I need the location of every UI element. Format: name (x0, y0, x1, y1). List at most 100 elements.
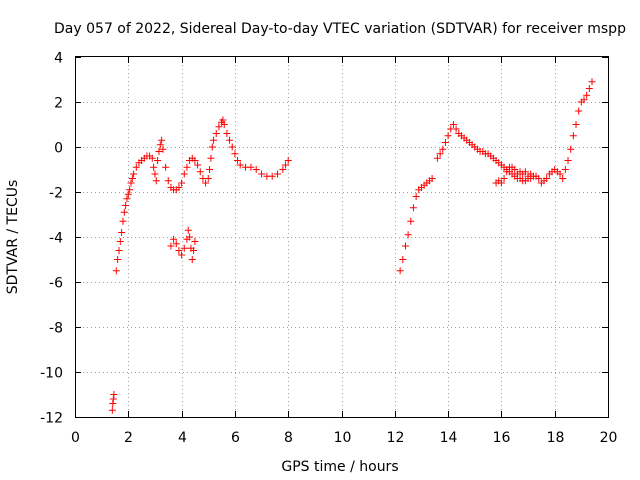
data-point-marker (274, 170, 282, 178)
plot-frame (75, 56, 609, 418)
data-point-marker (556, 170, 564, 178)
y-tick-label: -12 (40, 411, 63, 427)
data-point-marker (279, 166, 287, 173)
x-tick-label: 2 (124, 430, 133, 446)
data-point-marker (535, 175, 543, 182)
data-point-marker (132, 163, 140, 171)
data-point-marker (155, 148, 163, 155)
data-point-marker (500, 175, 508, 182)
data-point-marker (452, 125, 460, 133)
data-point-marker (444, 132, 452, 140)
data-series (108, 78, 596, 414)
grid (75, 57, 608, 417)
data-point-marker (191, 157, 199, 164)
data-point-marker (152, 177, 160, 185)
data-point-marker (178, 179, 186, 187)
y-axis-title: SDTVAR / TECUs (5, 180, 21, 295)
data-point-marker (184, 226, 192, 234)
data-point-marker (202, 179, 210, 187)
data-point-marker (112, 267, 120, 275)
data-point-marker (404, 231, 412, 239)
y-tick-label: -10 (40, 366, 63, 382)
x-tick-label: 0 (71, 430, 80, 446)
data-point-marker (399, 256, 407, 263)
data-point-marker (569, 132, 577, 140)
data-point-marker (580, 96, 588, 104)
data-point-marker (167, 242, 175, 250)
data-point-marker (190, 247, 198, 254)
data-point-marker (236, 161, 244, 169)
data-point-marker (439, 145, 447, 153)
data-point-marker (191, 238, 199, 245)
data-point-marker (116, 238, 124, 245)
data-point-marker (585, 85, 593, 92)
data-point-marker (234, 157, 242, 164)
y-tick-label: -8 (49, 321, 63, 337)
data-point-marker (150, 163, 158, 171)
data-point-marker (561, 166, 569, 173)
x-tick-label: 10 (334, 430, 352, 446)
chart-title: Day 057 of 2022, Sidereal Day-to-day VTE… (54, 21, 626, 37)
data-point-marker (220, 121, 228, 128)
x-tick-label: 18 (547, 430, 565, 446)
data-point-marker (215, 123, 223, 131)
data-point-marker (226, 136, 234, 144)
data-point-marker (219, 116, 227, 124)
data-point-marker (567, 145, 575, 153)
data-point-marker (186, 233, 194, 241)
data-point-marker (212, 130, 220, 137)
data-point-marker (409, 204, 417, 212)
data-point-marker (158, 136, 166, 144)
data-point-marker (164, 177, 172, 185)
x-tick-label: 6 (231, 430, 240, 446)
x-tick-label: 14 (440, 430, 458, 446)
data-point-marker (180, 244, 188, 252)
data-point-marker (228, 143, 236, 151)
x-axis-title: GPS time / hours (281, 459, 398, 475)
data-point-marker (119, 217, 127, 225)
data-point-marker (564, 157, 572, 164)
data-point-marker (247, 163, 255, 171)
x-tick-label: 8 (284, 430, 293, 446)
x-tick-label: 20 (600, 430, 618, 446)
data-point-marker (109, 395, 117, 403)
data-point-marker (208, 143, 216, 151)
data-point-marker (497, 179, 505, 187)
data-point-marker (527, 170, 535, 178)
data-point-marker (441, 139, 449, 146)
data-point-marker (268, 172, 276, 180)
data-point-marker (123, 195, 131, 203)
data-point-marker (433, 154, 441, 162)
data-point-marker (188, 256, 196, 263)
data-point-marker (282, 161, 290, 169)
y-tick-label: -4 (49, 231, 63, 247)
y-tick-label: 2 (54, 96, 63, 112)
y-axis: -12 -10 -8 -6 -4 -2 0 2 4 (40, 51, 608, 427)
data-point-marker (449, 121, 457, 128)
y-tick-label: -6 (49, 276, 63, 292)
x-axis: 0 2 4 6 8 10 12 14 16 18 20 (71, 57, 617, 446)
data-point-marker (401, 242, 409, 250)
data-point-marker (284, 157, 292, 164)
y-tick-label: 4 (54, 51, 63, 67)
data-point-marker (258, 170, 266, 178)
data-point-marker (206, 166, 214, 173)
data-point-marker (428, 175, 436, 182)
data-point-marker (127, 179, 135, 187)
data-point-marker (122, 202, 130, 209)
data-point-marker (175, 247, 183, 254)
data-point-marker (521, 168, 529, 176)
data-point-marker (159, 145, 167, 153)
data-point-marker (172, 240, 180, 248)
data-point-marker (252, 166, 260, 173)
data-point-marker (583, 91, 591, 99)
y-tick-label: -2 (49, 186, 63, 202)
data-point-marker (412, 193, 420, 200)
data-point-marker (223, 130, 231, 137)
data-point-marker (170, 235, 178, 243)
data-point-marker (110, 391, 118, 398)
data-point-marker (207, 154, 215, 162)
data-point-marker (126, 186, 134, 194)
